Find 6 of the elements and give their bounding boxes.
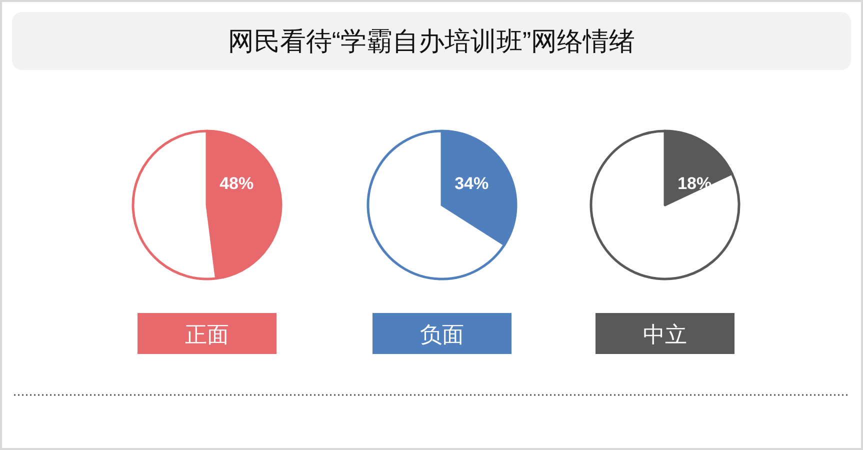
data-label: 34% [454, 174, 489, 193]
text: 网民看待“学霸自办培训班”网络情绪 [228, 26, 636, 56]
text: 正面 [185, 322, 229, 347]
text: 负面 [420, 322, 464, 347]
text: 中立 [643, 322, 687, 347]
data-label: 48% [220, 174, 254, 193]
